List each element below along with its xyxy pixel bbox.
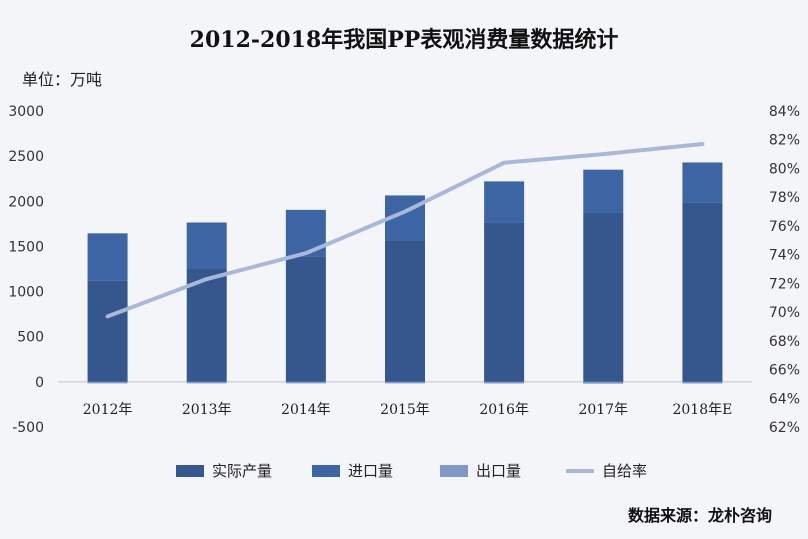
bar-production xyxy=(285,256,326,382)
bar-production xyxy=(583,213,624,382)
bar-export xyxy=(285,381,326,384)
y-right-tick-label: 82% xyxy=(769,133,800,149)
x-tick-label: 2016年 xyxy=(479,402,529,418)
self-sufficiency-point xyxy=(304,251,308,255)
legend-label: 自给率 xyxy=(602,462,647,480)
self-sufficiency-point xyxy=(502,161,506,165)
source-note: 数据来源：龙朴咨询 xyxy=(627,506,772,525)
y-left-tick-label: -500 xyxy=(12,420,44,436)
y-right-tick-label: 72% xyxy=(769,276,800,292)
bar-production xyxy=(682,202,723,382)
y-right-tick-label: 78% xyxy=(769,190,800,206)
legend-swatch xyxy=(176,465,204,477)
self-sufficiency-point xyxy=(601,152,605,156)
bar-production xyxy=(484,222,525,382)
x-tick-label: 2013年 xyxy=(182,402,232,418)
legend-label: 进口量 xyxy=(348,462,393,480)
bar-production xyxy=(385,240,425,382)
self-sufficiency-point xyxy=(403,210,407,214)
y-left-tick-label: 3000 xyxy=(8,104,44,120)
y-left-tick-label: 2000 xyxy=(8,194,44,210)
bar-production xyxy=(186,268,227,382)
y-left-tick-label: 2500 xyxy=(8,149,44,165)
bar-export xyxy=(682,381,723,384)
x-tick-label: 2014年 xyxy=(281,402,331,418)
bar-import xyxy=(682,162,723,203)
bar-import xyxy=(484,181,525,223)
y-right-tick-label: 80% xyxy=(769,161,800,177)
unit-label: 单位：万吨 xyxy=(22,70,103,89)
bar-export xyxy=(385,381,425,384)
y-right-tick-label: 64% xyxy=(769,391,800,407)
bar-export xyxy=(484,381,525,384)
legend-label: 实际产量 xyxy=(212,462,272,480)
legend-swatch xyxy=(312,465,340,477)
bar-production xyxy=(87,280,128,382)
y-right-tick-label: 74% xyxy=(769,248,800,264)
bar-import xyxy=(583,169,624,214)
bar-import xyxy=(87,233,128,281)
bar-export xyxy=(583,381,624,384)
y-left-tick-label: 0 xyxy=(35,375,44,391)
self-sufficiency-point xyxy=(205,277,209,281)
y-left-tick-label: 500 xyxy=(17,330,44,346)
legend-swatch xyxy=(440,465,468,477)
y-left-tick-label: 1500 xyxy=(8,239,44,255)
x-tick-label: 2012年 xyxy=(83,402,133,418)
y-left-tick-label: 1000 xyxy=(8,285,44,301)
self-sufficiency-point xyxy=(700,142,704,146)
y-right-tick-label: 68% xyxy=(769,334,800,350)
x-tick-label: 2018年E xyxy=(672,402,732,418)
y-right-tick-label: 70% xyxy=(769,305,800,321)
bar-export xyxy=(186,381,227,384)
x-tick-label: 2017年 xyxy=(578,402,628,418)
legend-label: 出口量 xyxy=(476,462,521,480)
bar-export xyxy=(87,381,128,384)
x-tick-label: 2015年 xyxy=(380,402,430,418)
y-right-tick-label: 66% xyxy=(769,363,800,379)
bar-import xyxy=(186,222,227,269)
self-sufficiency-point xyxy=(106,314,110,318)
y-right-tick-label: 62% xyxy=(769,420,800,436)
chart-title: 2012-2018年我国PP表观消费量数据统计 xyxy=(189,27,619,53)
y-right-tick-label: 84% xyxy=(769,104,800,120)
y-right-tick-label: 76% xyxy=(769,219,800,235)
